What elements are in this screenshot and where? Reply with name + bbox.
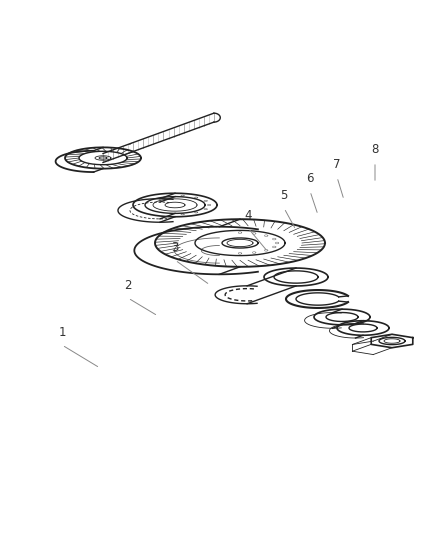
Text: 3: 3 [171,241,179,254]
Text: 6: 6 [306,172,314,185]
Text: 2: 2 [124,279,132,292]
Text: 4: 4 [244,209,252,222]
Text: 1: 1 [58,326,66,339]
Text: 7: 7 [333,158,341,171]
Text: 5: 5 [280,189,288,202]
Text: 8: 8 [371,143,379,156]
